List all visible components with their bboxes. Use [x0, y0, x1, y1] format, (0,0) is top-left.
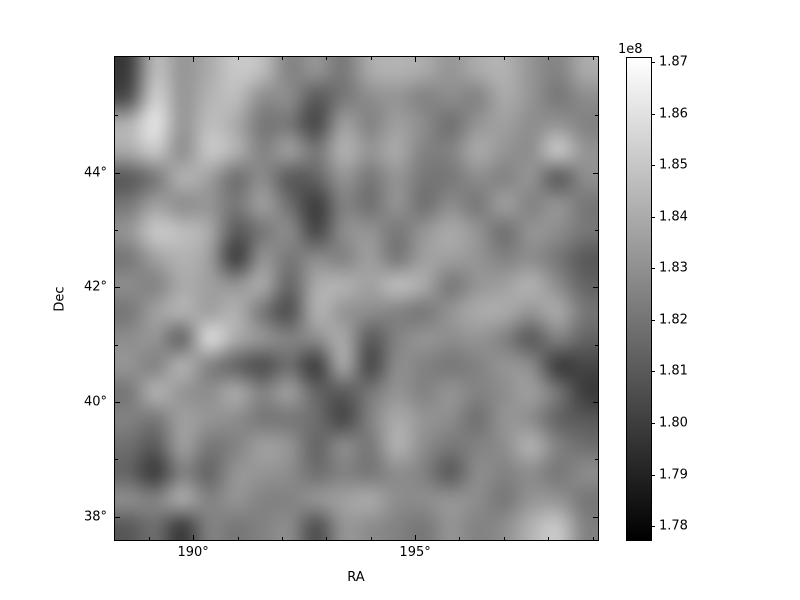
tick-mark: [595, 459, 598, 460]
tick-mark: [115, 287, 120, 288]
tick-mark: [115, 517, 120, 518]
tick-mark: [282, 537, 283, 540]
tick-mark: [193, 535, 194, 540]
tick-mark: [593, 173, 598, 174]
tick-mark: [326, 537, 327, 540]
colorbar-tick-label: 1.85: [659, 157, 688, 173]
tick-mark: [595, 230, 598, 231]
x-tick-label: 190°: [177, 545, 209, 560]
tick-mark: [595, 345, 598, 346]
tick-mark: [504, 57, 505, 60]
x-tick-label: 195°: [399, 545, 431, 560]
colorbar-tick-label: 1.83: [659, 260, 688, 276]
colorbar-tick-mark: [651, 62, 655, 63]
tick-mark: [593, 287, 598, 288]
y-tick-label: 42°: [83, 279, 107, 295]
colorbar-tick-label: 1.79: [659, 467, 688, 483]
tick-mark: [238, 57, 239, 60]
colorbar: [626, 57, 652, 541]
tick-mark: [593, 517, 598, 518]
colorbar-tick-label: 1.87: [659, 54, 688, 70]
y-tick-label: 38°: [83, 509, 107, 524]
tick-mark: [115, 345, 118, 346]
colorbar-tick-label: 1.84: [659, 209, 688, 225]
tick-mark: [593, 537, 594, 540]
tick-mark: [548, 57, 549, 60]
tick-mark: [595, 115, 598, 116]
colorbar-tick-mark: [651, 423, 655, 424]
heatmap-image: [115, 57, 598, 540]
colorbar-tick-label: 1.80: [659, 415, 688, 431]
tick-mark: [504, 537, 505, 540]
colorbar-tick-label: 1.81: [659, 363, 688, 379]
tick-mark: [459, 57, 460, 60]
colorbar-tick-mark: [651, 475, 655, 476]
tick-mark: [415, 535, 416, 540]
tick-mark: [115, 230, 118, 231]
tick-mark: [115, 402, 120, 403]
tick-mark: [149, 57, 150, 60]
tick-mark: [548, 537, 549, 540]
tick-mark: [371, 57, 372, 60]
colorbar-tick-mark: [651, 526, 655, 527]
tick-mark: [593, 57, 594, 60]
colorbar-tick-mark: [651, 217, 655, 218]
tick-mark: [415, 57, 416, 62]
y-tick-label: 44°: [83, 165, 107, 181]
tick-mark: [371, 537, 372, 540]
colorbar-tick-mark: [651, 165, 655, 166]
x-axis-label: RA: [347, 570, 365, 585]
y-axis-label: Dec: [52, 286, 68, 312]
tick-mark: [326, 57, 327, 60]
colorbar-tick-mark: [651, 268, 655, 269]
colorbar-tick-label: 1.78: [659, 518, 688, 534]
colorbar-tick-label: 1.82: [659, 312, 688, 328]
colorbar-tick-mark: [651, 371, 655, 372]
colorbar-tick-mark: [651, 320, 655, 321]
tick-mark: [149, 537, 150, 540]
colorbar-tick-mark: [651, 114, 655, 115]
colorbar-tick-label: 1.86: [659, 106, 688, 122]
tick-mark: [459, 537, 460, 540]
tick-mark: [115, 173, 120, 174]
tick-mark: [193, 57, 194, 62]
tick-mark: [593, 402, 598, 403]
tick-mark: [115, 459, 118, 460]
tick-mark: [115, 115, 118, 116]
tick-mark: [282, 57, 283, 60]
colorbar-offset-label: 1e8: [618, 42, 643, 57]
y-tick-label: 40°: [83, 394, 107, 410]
tick-mark: [238, 537, 239, 540]
